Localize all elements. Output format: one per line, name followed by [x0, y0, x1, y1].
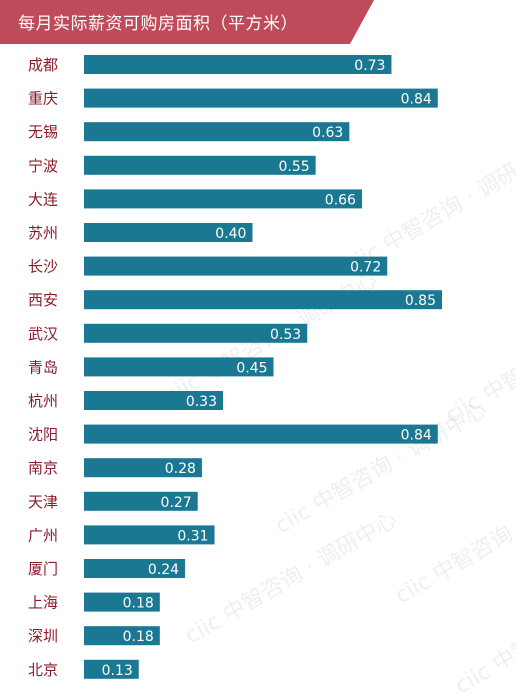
bar	[84, 491, 198, 511]
category-label: 长沙	[28, 258, 58, 276]
bar	[84, 55, 392, 74]
bar	[84, 223, 253, 242]
value-label: 0.18	[123, 596, 154, 612]
category-label: 广州	[28, 526, 58, 544]
chart-title: 每月实际薪资可购房面积（平方米）	[18, 14, 298, 34]
category-label: 杭州	[28, 392, 58, 410]
bar	[84, 559, 186, 578]
bar	[84, 357, 274, 377]
value-label: 0.13	[102, 663, 133, 679]
bar	[84, 189, 362, 209]
value-label: 0.27	[161, 495, 192, 511]
value-label: 0.85	[405, 293, 436, 309]
category-label: 大连	[28, 190, 58, 208]
bar	[84, 256, 388, 276]
category-label: 沈阳	[28, 426, 58, 444]
category-label: 青岛	[28, 358, 58, 376]
category-label: 宁波	[28, 157, 58, 175]
value-label: 0.40	[215, 226, 246, 242]
value-label: 0.55	[278, 159, 309, 175]
value-label: 0.73	[354, 58, 385, 74]
category-label: 武汉	[28, 325, 58, 343]
category-label: 重庆	[28, 90, 58, 108]
category-label: 西安	[28, 291, 58, 309]
bar	[84, 323, 308, 343]
bar	[84, 88, 438, 108]
category-label: 南京	[28, 459, 58, 477]
category-label: 厦门	[28, 560, 58, 578]
bar	[84, 122, 350, 142]
chart-header: 每月实际薪资可购房面积（平方米）	[0, 0, 516, 44]
category-label: 无锡	[28, 123, 58, 141]
value-label: 0.28	[165, 461, 196, 477]
category-label: 深圳	[28, 627, 58, 645]
category-label: 成都	[28, 56, 58, 74]
bar	[84, 659, 139, 679]
value-label: 0.72	[350, 260, 381, 276]
bar	[84, 592, 160, 612]
value-label: 0.53	[270, 327, 301, 343]
category-label: 天津	[28, 493, 58, 511]
value-label: 0.84	[401, 92, 432, 108]
bar	[84, 290, 442, 310]
value-label: 0.18	[123, 629, 154, 645]
bar	[84, 424, 438, 444]
value-label: 0.33	[186, 394, 217, 410]
category-label: 北京	[28, 661, 58, 679]
value-label: 0.45	[236, 360, 267, 376]
bar	[84, 155, 316, 175]
value-label: 0.24	[148, 562, 179, 578]
bar	[84, 458, 202, 478]
header-banner	[0, 0, 374, 44]
value-label: 0.66	[325, 192, 356, 208]
value-label: 0.63	[312, 125, 343, 141]
category-label: 上海	[28, 594, 58, 612]
bar	[84, 525, 215, 545]
value-label: 0.84	[401, 428, 432, 444]
bar	[84, 626, 160, 646]
value-label: 0.31	[177, 528, 208, 544]
bar	[84, 391, 223, 410]
category-label: 苏州	[28, 224, 58, 242]
